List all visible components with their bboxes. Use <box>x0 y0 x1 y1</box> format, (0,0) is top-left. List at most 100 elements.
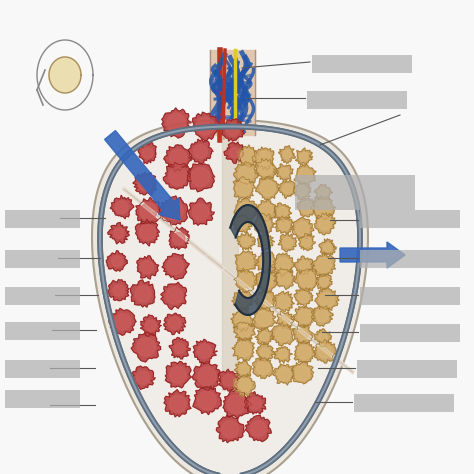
Polygon shape <box>135 286 151 302</box>
Polygon shape <box>231 309 254 332</box>
Polygon shape <box>311 196 336 219</box>
Polygon shape <box>256 344 275 362</box>
Polygon shape <box>319 277 328 286</box>
Polygon shape <box>297 198 318 217</box>
Polygon shape <box>280 315 289 324</box>
FancyArrow shape <box>105 130 180 220</box>
Polygon shape <box>246 415 271 442</box>
Polygon shape <box>173 233 185 245</box>
Polygon shape <box>316 309 328 322</box>
Polygon shape <box>299 234 315 251</box>
Polygon shape <box>314 329 331 347</box>
Polygon shape <box>137 255 159 279</box>
Polygon shape <box>161 283 186 310</box>
Polygon shape <box>221 119 245 141</box>
Polygon shape <box>278 349 287 359</box>
Polygon shape <box>277 207 287 217</box>
Polygon shape <box>136 197 161 224</box>
Polygon shape <box>253 357 274 379</box>
Polygon shape <box>108 222 129 244</box>
Polygon shape <box>238 273 253 288</box>
Polygon shape <box>169 395 186 412</box>
Polygon shape <box>229 148 240 158</box>
Polygon shape <box>297 328 309 340</box>
Polygon shape <box>297 346 311 359</box>
Polygon shape <box>164 162 191 189</box>
Polygon shape <box>140 203 157 220</box>
Polygon shape <box>198 391 216 410</box>
Polygon shape <box>166 287 182 304</box>
Polygon shape <box>261 237 270 246</box>
Polygon shape <box>298 292 309 302</box>
Polygon shape <box>113 285 125 296</box>
Polygon shape <box>111 256 122 267</box>
Polygon shape <box>193 386 221 415</box>
Polygon shape <box>316 273 332 291</box>
Polygon shape <box>192 362 221 391</box>
Polygon shape <box>198 344 211 358</box>
Polygon shape <box>318 217 331 230</box>
Polygon shape <box>319 239 337 255</box>
Polygon shape <box>273 291 294 312</box>
Polygon shape <box>283 184 292 194</box>
Polygon shape <box>216 415 244 443</box>
Polygon shape <box>106 251 128 271</box>
Polygon shape <box>302 237 311 247</box>
FancyBboxPatch shape <box>307 91 407 109</box>
Polygon shape <box>234 268 257 292</box>
Polygon shape <box>255 199 276 221</box>
Polygon shape <box>234 198 258 223</box>
FancyBboxPatch shape <box>354 394 454 412</box>
Polygon shape <box>139 177 152 191</box>
Polygon shape <box>227 123 239 136</box>
Polygon shape <box>252 147 274 170</box>
Polygon shape <box>223 389 251 418</box>
Polygon shape <box>273 364 295 385</box>
Polygon shape <box>238 202 254 218</box>
Polygon shape <box>275 216 293 234</box>
Polygon shape <box>164 145 192 172</box>
Polygon shape <box>143 148 153 158</box>
FancyBboxPatch shape <box>5 360 80 378</box>
Polygon shape <box>222 421 238 438</box>
Polygon shape <box>255 158 277 180</box>
Polygon shape <box>235 313 249 327</box>
FancyBboxPatch shape <box>357 360 457 378</box>
Polygon shape <box>162 108 191 138</box>
Polygon shape <box>259 294 272 307</box>
Polygon shape <box>299 261 310 271</box>
Polygon shape <box>293 324 313 344</box>
Polygon shape <box>272 322 294 346</box>
Polygon shape <box>294 340 315 363</box>
Polygon shape <box>114 228 124 238</box>
Polygon shape <box>227 395 246 413</box>
Polygon shape <box>232 291 253 310</box>
Polygon shape <box>237 218 248 229</box>
Polygon shape <box>276 311 294 329</box>
Polygon shape <box>278 368 291 381</box>
Polygon shape <box>259 162 272 176</box>
Polygon shape <box>169 167 187 185</box>
Polygon shape <box>137 371 149 384</box>
Polygon shape <box>170 149 187 166</box>
Polygon shape <box>276 257 291 272</box>
Polygon shape <box>255 176 280 200</box>
Polygon shape <box>319 188 328 197</box>
Polygon shape <box>170 366 186 383</box>
Polygon shape <box>237 378 251 392</box>
Polygon shape <box>272 253 295 276</box>
Polygon shape <box>294 164 316 185</box>
Polygon shape <box>188 139 213 164</box>
Polygon shape <box>133 172 157 195</box>
Polygon shape <box>146 320 156 331</box>
Polygon shape <box>169 337 191 359</box>
Polygon shape <box>169 227 189 250</box>
Polygon shape <box>235 251 257 274</box>
Polygon shape <box>237 294 249 306</box>
Polygon shape <box>137 337 155 356</box>
Polygon shape <box>130 280 155 307</box>
Polygon shape <box>294 288 313 308</box>
Polygon shape <box>275 164 293 181</box>
Polygon shape <box>296 222 309 235</box>
Polygon shape <box>132 366 155 389</box>
